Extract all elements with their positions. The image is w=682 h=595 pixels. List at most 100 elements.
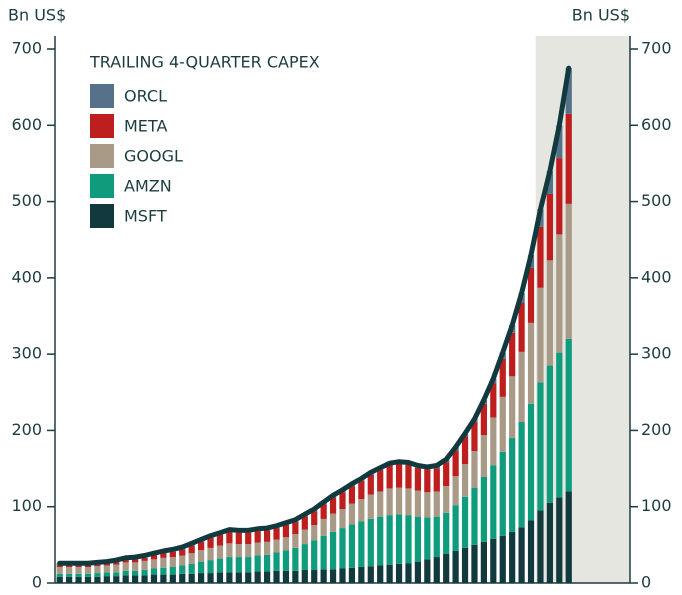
bar-segment: [348, 503, 356, 525]
bar-segment: [499, 535, 506, 583]
bar-segment: [56, 566, 63, 574]
bar-segment: [207, 560, 214, 574]
bar-segment: [235, 572, 242, 583]
bar-segment: [273, 552, 280, 571]
bar-segment: [537, 382, 544, 511]
bar-segment: [150, 555, 158, 560]
bar-segment: [263, 541, 271, 555]
legend-swatch: [90, 84, 114, 108]
bar-segment: [84, 566, 92, 574]
bar-segment: [433, 491, 440, 517]
bar-segment: [443, 512, 450, 555]
bar-segment: [113, 576, 120, 583]
bar-segment: [565, 338, 572, 492]
bar-segment: [556, 125, 563, 159]
bar-segment: [329, 569, 337, 583]
legend-label: MSFT: [124, 207, 167, 226]
bar-segment: [179, 573, 186, 583]
bar-segment: [188, 545, 195, 554]
bar-segment: [113, 572, 120, 577]
bar-segment: [197, 550, 205, 562]
bar-segment: [386, 488, 393, 516]
bar-segment: [216, 545, 224, 559]
bar-segment: [386, 564, 393, 583]
bar-segment: [339, 492, 346, 510]
bar-segment: [122, 575, 129, 583]
bar-segment: [103, 572, 110, 577]
bar-segment: [461, 547, 469, 583]
bar-segment: [160, 557, 167, 568]
bar-segment: [405, 488, 412, 516]
bar-segment: [348, 567, 356, 583]
bar-segment: [254, 542, 261, 556]
bar-segment: [499, 358, 506, 397]
bar-segment: [490, 465, 497, 539]
bar-segment: [160, 567, 167, 575]
y-tick-label: 400: [11, 267, 42, 286]
bar-segment: [443, 554, 450, 583]
bar-segment: [103, 576, 110, 583]
bar-segment: [433, 516, 440, 558]
bar-segment: [367, 474, 374, 495]
bar-segment: [66, 565, 73, 567]
y2-tick-label: 100: [641, 496, 672, 515]
y-tick-label: 200: [11, 420, 42, 439]
bar-segment: [301, 529, 308, 545]
bar-segment: [56, 576, 63, 583]
y2-tick-label: 600: [641, 115, 672, 134]
bar-segment: [254, 571, 261, 583]
bar-segment: [245, 572, 252, 583]
bar-segment: [122, 562, 129, 571]
bar-segment: [188, 563, 195, 574]
bar-segment: [414, 516, 422, 562]
bar-segment: [329, 513, 337, 532]
legend-label: GOOGL: [124, 147, 183, 166]
bar-segment: [75, 573, 82, 577]
bar-segment: [565, 68, 572, 114]
bar-segment: [480, 541, 488, 583]
bar-segment: [527, 322, 535, 404]
bar-segment: [292, 570, 299, 583]
bar-segment: [405, 464, 412, 489]
bar-segment: [320, 518, 327, 536]
bar-segment: [358, 499, 365, 522]
bar-segment: [84, 576, 92, 583]
bar-segment: [235, 557, 242, 573]
bar-segment: [103, 563, 110, 566]
bar-segment: [339, 528, 346, 569]
bar-segment: [226, 557, 233, 573]
bar-segment: [273, 539, 280, 553]
bar-segment: [94, 573, 101, 577]
bar-segment: [527, 403, 535, 521]
bar-segment: [207, 573, 214, 583]
bar-segment: [367, 566, 374, 583]
bar-segment: [301, 544, 308, 571]
bar-segment: [377, 516, 384, 566]
bar-segment: [245, 544, 252, 558]
bar-segment: [84, 565, 92, 567]
bar-segment: [320, 504, 327, 519]
bar-segment: [546, 365, 553, 503]
bar-segment: [66, 576, 73, 583]
bar-segment: [150, 559, 158, 569]
bar-segment: [56, 565, 63, 567]
bar-segment: [452, 450, 459, 477]
bar-segment: [282, 550, 290, 571]
bar-segment: [226, 543, 233, 558]
bar-segment: [471, 451, 478, 488]
y-tick-label: 500: [11, 191, 42, 210]
bar-segment: [480, 476, 488, 542]
legend-swatch: [90, 204, 114, 228]
bar-segment: [311, 570, 318, 583]
bar-segment: [395, 514, 403, 564]
bar-segment: [556, 234, 563, 353]
bar-segment: [546, 171, 553, 194]
y2-tick-label: 300: [641, 344, 672, 363]
bar-segment: [424, 469, 431, 493]
bar-segment: [113, 564, 120, 573]
bar-segment: [461, 436, 469, 464]
bar-segment: [245, 532, 252, 545]
bar-segment: [518, 422, 525, 528]
bar-segment: [452, 550, 459, 583]
y2-tick-label: 400: [641, 267, 672, 286]
